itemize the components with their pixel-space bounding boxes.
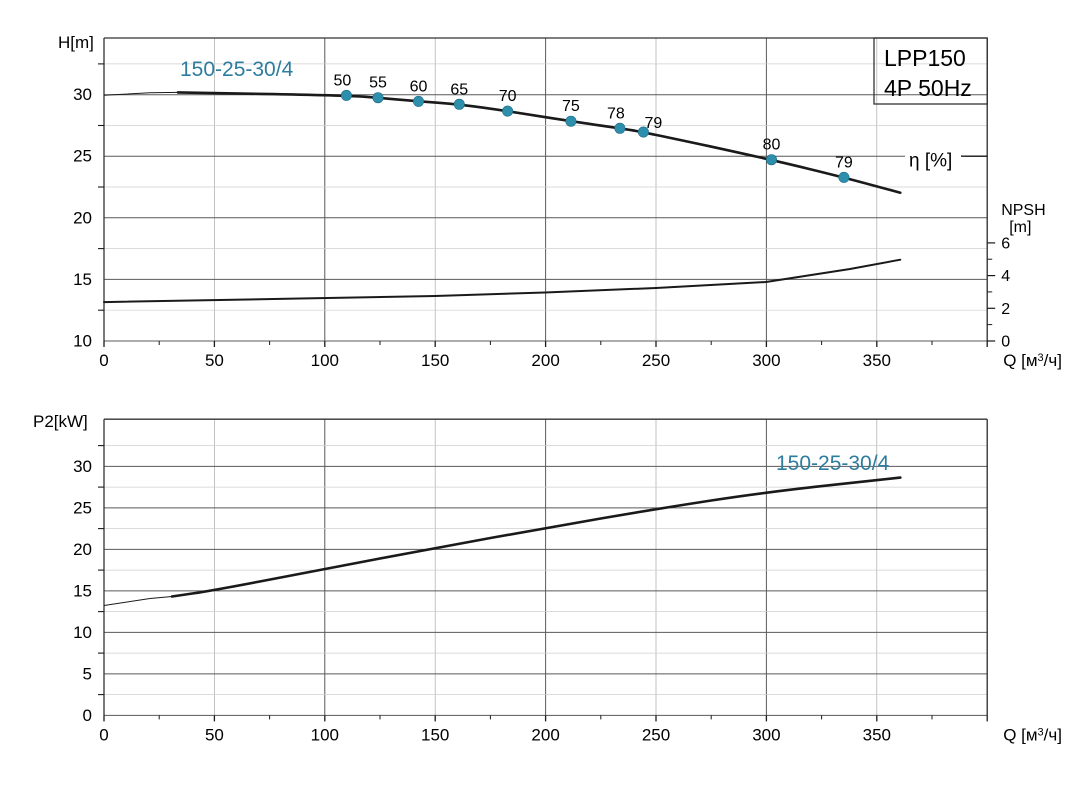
svg-text:78: 78 — [607, 105, 625, 122]
svg-text:20: 20 — [73, 208, 92, 227]
svg-text:0: 0 — [1001, 334, 1010, 351]
svg-text:150: 150 — [421, 351, 449, 370]
svg-text:30: 30 — [73, 457, 92, 476]
svg-text:0: 0 — [99, 725, 108, 744]
svg-text:10: 10 — [73, 623, 92, 642]
svg-text:0: 0 — [99, 351, 108, 370]
svg-text:200: 200 — [531, 725, 559, 744]
svg-text:100: 100 — [311, 351, 339, 370]
svg-text:20: 20 — [73, 540, 92, 559]
svg-text:60: 60 — [410, 78, 428, 95]
svg-text:70: 70 — [499, 88, 517, 105]
svg-text:0: 0 — [83, 706, 92, 725]
svg-text:250: 250 — [642, 725, 670, 744]
svg-text:NPSH: NPSH — [1001, 202, 1045, 219]
svg-text:150: 150 — [421, 725, 449, 744]
svg-text:75: 75 — [562, 98, 580, 115]
svg-text:79: 79 — [835, 154, 853, 171]
svg-text:250: 250 — [642, 351, 670, 370]
svg-text:79: 79 — [645, 115, 663, 132]
svg-text:65: 65 — [450, 81, 468, 98]
svg-text:15: 15 — [73, 270, 92, 289]
svg-text:100: 100 — [311, 725, 339, 744]
svg-text:50: 50 — [334, 72, 352, 89]
svg-text:50: 50 — [205, 725, 224, 744]
svg-text:15: 15 — [73, 581, 92, 600]
svg-text:6: 6 — [1001, 235, 1010, 252]
svg-text:4: 4 — [1001, 268, 1010, 285]
svg-text:H[m]: H[m] — [58, 33, 94, 52]
svg-text:350: 350 — [863, 725, 891, 744]
svg-text:5: 5 — [83, 664, 92, 683]
svg-text:80: 80 — [763, 137, 781, 154]
svg-text:[m]: [m] — [1009, 219, 1031, 236]
svg-text:LPP150: LPP150 — [884, 45, 966, 71]
svg-text:300: 300 — [752, 351, 780, 370]
svg-text:P2[kW]: P2[kW] — [33, 412, 88, 431]
svg-text:150-25-30/4: 150-25-30/4 — [180, 58, 294, 81]
svg-text:55: 55 — [369, 75, 387, 92]
svg-text:25: 25 — [73, 498, 92, 517]
svg-text:4P 50Hz: 4P 50Hz — [884, 75, 972, 101]
svg-text:25: 25 — [73, 147, 92, 166]
svg-text:200: 200 — [531, 351, 559, 370]
svg-text:Q [м3/ч]: Q [м3/ч] — [1003, 725, 1062, 744]
svg-text:Q [м3/ч]: Q [м3/ч] — [1003, 351, 1062, 370]
svg-text:10: 10 — [73, 332, 92, 351]
svg-text:350: 350 — [863, 351, 891, 370]
svg-text:300: 300 — [752, 725, 780, 744]
svg-text:2: 2 — [1001, 301, 1010, 318]
svg-text:50: 50 — [205, 351, 224, 370]
svg-text:150-25-30/4: 150-25-30/4 — [776, 452, 890, 475]
svg-text:η [%]: η [%] — [909, 151, 952, 172]
svg-text:30: 30 — [73, 85, 92, 104]
